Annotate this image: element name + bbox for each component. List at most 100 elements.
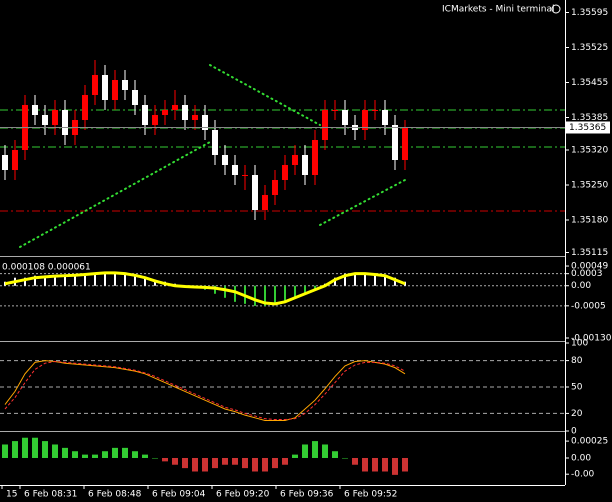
y-tick-label: 1.35595 [571,8,608,18]
y-tick-label: 1.35250 [571,181,608,191]
indicator-label: 0.000108 0.000061 [2,263,91,273]
oscillator-bar [372,457,378,472]
terminal-title: ICMarkets - Mini terminal [442,5,554,15]
candle-body [92,75,98,95]
candle-body [392,125,398,160]
oscillator-bar [2,444,8,458]
oscillator-bar [192,457,198,472]
oscillator-bar [292,454,298,458]
oscillator-bar [152,457,158,459]
candle-body [12,150,18,170]
oscillator-bar [172,457,178,465]
y-tick-label: 0.00 [571,453,591,463]
y-tick-label: 0 [571,427,577,437]
oscillator-bar [82,454,88,458]
oscillator-bar [262,457,268,472]
oscillator-bar [162,457,168,462]
y-tick-label: 1.35385 [571,113,608,123]
candle-body [322,110,328,140]
oscillator-bar [312,441,318,458]
candle-body [372,110,378,111]
price-label: 1.35365 [569,123,606,133]
oscillator-bar [12,441,18,458]
candle-body [52,110,58,125]
candle-body [382,110,388,125]
candle-body [132,90,138,105]
oscillator-bar [252,457,258,472]
oscillator-bar [282,457,288,465]
candle-body [232,165,238,175]
price-label-box [566,121,610,134]
oscillator-bar [352,457,358,465]
x-tick-label: 6 Feb 09:52 [344,490,397,500]
candle-body [112,80,118,100]
oscillator-bar [272,457,278,469]
oscillator-bar [302,444,308,458]
x-tick-label: 6 Feb 09:36 [280,490,334,500]
oscillator-bar [392,457,398,475]
y-tick-label: 1.35180 [571,216,608,226]
oscillator-bar [242,457,248,469]
oscillator-bar [402,457,408,472]
main-line [4,360,406,421]
candle-body [332,110,338,111]
oscillator-bar [382,457,388,472]
y-tick-label: -0.00130 [571,333,612,343]
candle-body [262,195,268,210]
candle-body [342,110,348,125]
trend-line [319,179,406,226]
trend-line [209,64,321,126]
trend-line [19,141,211,248]
candle-body [362,110,368,130]
oscillator-bar [62,447,68,458]
candle-body [42,115,48,125]
y-tick-label: 0.0003 [571,269,603,279]
candle-body [32,105,38,115]
x-tick-label: 6 Feb 09:04 [152,490,206,500]
y-tick-label: 0.00025 [571,437,608,447]
x-tick-label: 6 Feb 08:48 [88,490,142,500]
candle-body [212,130,218,155]
candle-body [272,180,278,195]
oscillator-bar [122,447,128,458]
y-tick-label: 0.00049 [571,262,608,272]
signal-line [4,360,406,421]
smiley-icon [551,4,561,14]
candle-body [242,175,248,176]
y-tick-label: 1.35455 [571,78,608,88]
candle-body [292,155,298,165]
candle-body [102,75,108,100]
oscillator-bar [72,451,78,458]
x-tick-label: 6 Feb 09:20 [216,490,270,500]
oscillator-bar [212,457,218,469]
candle-body [152,115,158,125]
candle-body [122,80,128,90]
y-tick-label: 80 [571,356,583,366]
candle-body [62,110,68,135]
candle-body [312,140,318,175]
oscillator-bar [142,454,148,458]
oscillator-bar [222,457,228,465]
x-tick-label: 6 Feb 08:31 [24,490,77,500]
oscillator-bar [202,457,208,472]
candle-body [302,155,308,175]
candle-body [142,105,148,125]
candle-body [252,175,258,210]
y-tick-label: 50 [571,383,583,393]
oscillator-bar [322,444,328,458]
candle-body [402,127,408,160]
oscillator-bar [132,451,138,458]
y-tick-label: -0.0005 [571,301,606,311]
y-tick-label: 1.35525 [571,43,608,53]
x-tick-label: 15 [6,490,17,500]
y-tick-label: 0.00 [571,281,591,291]
oscillator-bar [102,451,108,458]
candle-body [82,95,88,120]
oscillator-bar [42,441,48,458]
oscillator-bar [182,457,188,469]
y-tick-label: -0.00 [571,470,595,480]
oscillator-bar [332,451,338,458]
